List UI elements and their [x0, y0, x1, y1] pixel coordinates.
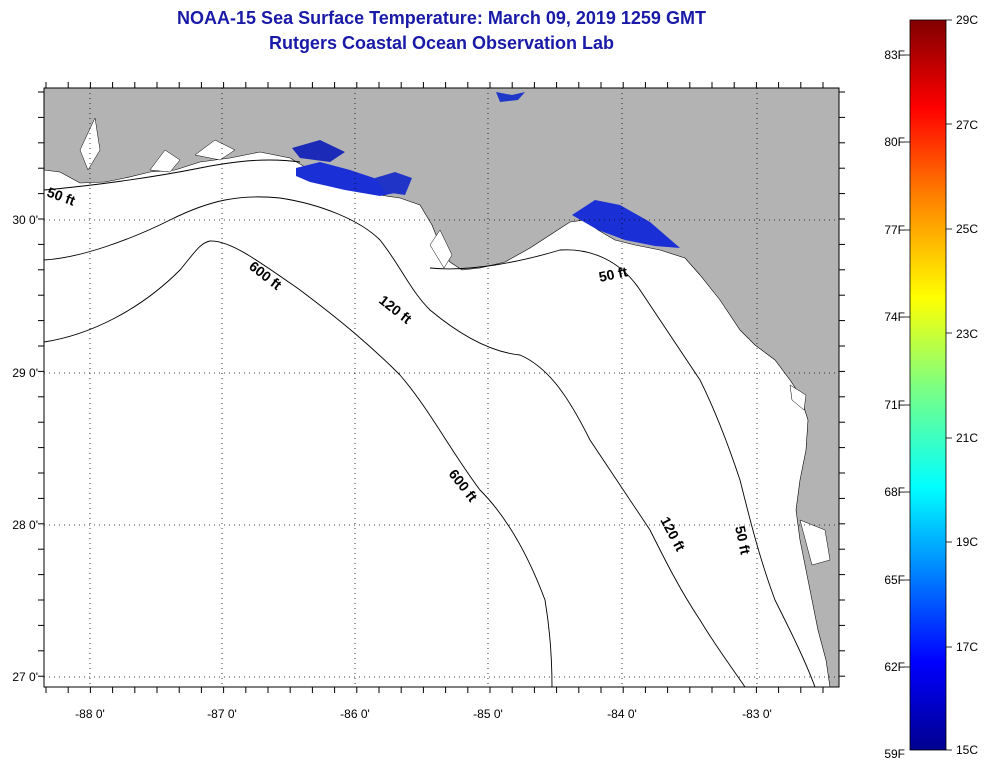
- choctawhatchee-bay: [194, 139, 236, 161]
- sst-data-patches: [292, 92, 680, 248]
- colorbar: [909, 19, 947, 751]
- lon-label: -87 0': [207, 707, 237, 721]
- colorbar-celsius-labels: 29C 27C 25C 23C 21C 19C 17C 15C: [956, 13, 978, 757]
- contour-50ft-b: [429, 249, 816, 687]
- colorbar-f-label: 71F: [884, 398, 905, 412]
- contour-600ft: [44, 240, 553, 687]
- colorbar-f-label: 62F: [884, 660, 905, 674]
- longitude-labels: -88 0' -87 0' -86 0' -85 0' -84 0' -83 0…: [75, 707, 772, 721]
- colorbar-c-label: 19C: [956, 535, 978, 549]
- contour-50ft-a: [44, 159, 301, 191]
- lat-label: 30 0': [12, 213, 38, 227]
- lon-label: -84 0': [607, 707, 637, 721]
- lon-label: -88 0': [75, 707, 105, 721]
- colorbar-c-label: 27C: [956, 118, 978, 132]
- lon-label: -85 0': [473, 707, 503, 721]
- colorbar-f-label: 65F: [884, 573, 905, 587]
- contour-label-50ft-south: 50 ft: [732, 524, 754, 556]
- tampa-bay: [799, 519, 831, 566]
- map-title: NOAA-15 Sea Surface Temperature: March 0…: [177, 8, 706, 28]
- colorbar-f-label: 74F: [884, 310, 905, 324]
- cedar-key-inlet: [789, 384, 807, 411]
- map-subtitle: Rutgers Coastal Ocean Observation Lab: [268, 33, 615, 53]
- colorbar-fahrenheit-labels: 83F 80F 77F 74F 71F 68F 65F 62F 59F: [884, 48, 905, 761]
- lat-label: 29 0': [12, 366, 38, 380]
- lat-label: 27 0': [12, 670, 38, 684]
- map-frame: [43, 87, 840, 688]
- colorbar-c-label: 17C: [956, 640, 978, 654]
- colorbar-ticks: [904, 19, 952, 751]
- colorbar-f-label: 68F: [884, 485, 905, 499]
- colorbar-c-label: 29C: [956, 13, 978, 27]
- depth-contours: [44, 159, 816, 687]
- colorbar-c-label: 21C: [956, 431, 978, 445]
- lat-label: 28 0': [12, 518, 38, 532]
- lon-label: -83 0': [742, 707, 772, 721]
- lon-label: -86 0': [340, 707, 370, 721]
- colorbar-f-label: 83F: [884, 48, 905, 62]
- colorbar-c-label: 15C: [956, 743, 978, 757]
- colorbar-f-label: 80F: [884, 135, 905, 149]
- colorbar-f-label: 59F: [884, 747, 905, 761]
- apalachicola-bay: [429, 229, 453, 269]
- contour-label-50ft-mid: 50 ft: [597, 263, 629, 285]
- colorbar-c-label: 23C: [956, 327, 978, 341]
- colorbar-c-label: 25C: [956, 222, 978, 236]
- colorbar-f-label: 77F: [884, 223, 905, 237]
- pensacola-bay: [149, 149, 181, 173]
- map-ticks: [38, 82, 845, 693]
- latitude-labels: 30 0' 29 0' 28 0' 27 0': [12, 213, 38, 684]
- contour-120ft: [44, 196, 746, 687]
